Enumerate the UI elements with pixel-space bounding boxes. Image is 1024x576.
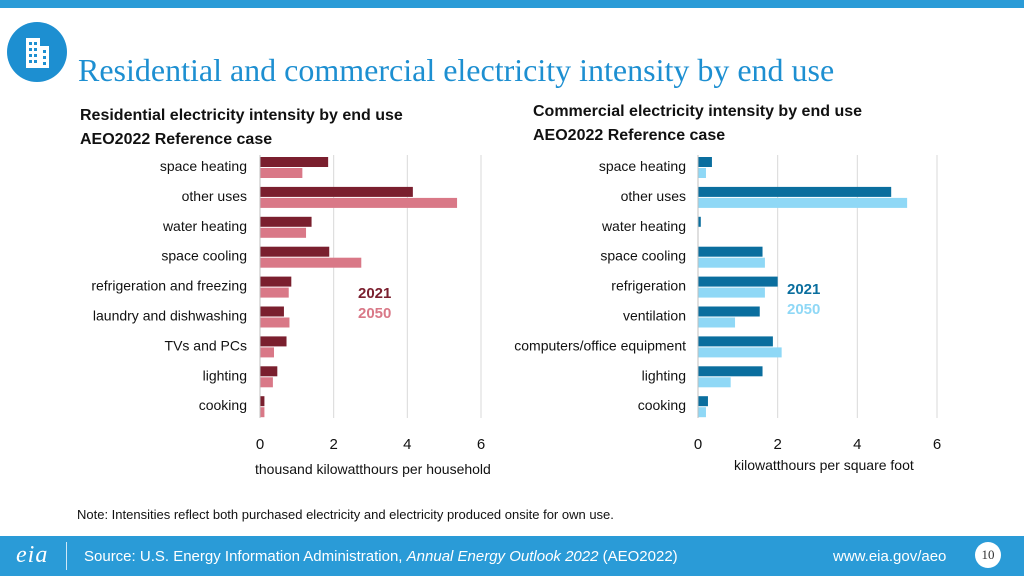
residential-legend-2050: 2050 (358, 305, 391, 322)
commercial-chart-title: Commercial electricity intensity by end … (533, 103, 863, 120)
commercial-bar-2050-4 (698, 287, 765, 298)
residential-chart-title: Residential electricity intensity by end… (80, 107, 403, 124)
commercial-bar-2021-0 (698, 157, 712, 167)
commercial-chart-subtitle: AEO2022 Reference case (533, 127, 726, 144)
residential-chart-subtitle: AEO2022 Reference case (80, 131, 273, 148)
commercial-bar-2021-8 (698, 396, 708, 407)
residential-bar-2021-3 (260, 246, 330, 257)
residential-x-axis-label: thousand kilowatthours per household (255, 461, 491, 477)
commercial-bar-2050-5 (698, 317, 736, 328)
commercial-legend-2021: 2021 (787, 281, 820, 298)
residential-category-label: water heating (162, 218, 247, 234)
commercial-bar-2050-0 (698, 168, 706, 178)
page-title: Residential and commercial electricity i… (78, 52, 835, 88)
commercial-bar-2021-5 (698, 306, 760, 317)
website-link[interactable]: www.eia.gov/aeo (833, 548, 947, 565)
commercial-bar-2050-7 (698, 377, 731, 388)
commercial-bar-2021-7 (698, 366, 763, 377)
footer-divider (66, 542, 67, 570)
residential-legend-2021: 2021 (358, 285, 391, 302)
residential-x-tick-label: 4 (403, 436, 411, 453)
residential-category-label: refrigeration and freezing (91, 278, 247, 294)
top-accent-bar (0, 0, 1024, 8)
residential-bar-2050-1 (260, 197, 458, 208)
commercial-x-tick-label: 2 (773, 436, 781, 453)
page-number: 10 (975, 542, 1001, 568)
commercial-category-label: water heating (601, 218, 686, 234)
residential-bar-2050-2 (260, 227, 307, 238)
commercial-chart: 0 2 4 6 space heating other uses water heating… (514, 155, 941, 473)
source-text: Source: U.S. Energy Information Administ… (84, 548, 678, 565)
commercial-category-label: space cooling (600, 248, 686, 264)
residential-chart: 0 2 4 6 space heating other uses water heating… (91, 155, 491, 477)
residential-category-label: cooking (199, 397, 247, 413)
charts-canvas: 0 2 4 6 space heating other uses water heating… (91, 155, 941, 477)
commercial-x-tick-label: 4 (853, 436, 861, 453)
footer: eia Source: U.S. Energy Information Admi… (0, 536, 1024, 576)
commercial-bar-2021-4 (698, 276, 778, 287)
residential-bar-2021-4 (260, 276, 292, 287)
commercial-bar-2050-1 (698, 197, 908, 208)
commercial-category-label: computers/office equipment (514, 337, 686, 353)
residential-category-label: lighting (203, 367, 247, 383)
commercial-category-label: refrigeration (611, 278, 686, 294)
residential-bar-2050-8 (260, 407, 265, 418)
residential-category-label: space heating (160, 158, 247, 174)
residential-bar-2021-2 (260, 216, 312, 227)
commercial-bar-2021-3 (698, 246, 763, 257)
residential-category-label: laundry and dishwashing (93, 308, 247, 324)
residential-category-label: other uses (182, 188, 247, 204)
source-prefix: Source: U.S. Energy Information Administ… (84, 548, 407, 565)
commercial-x-tick-label: 6 (933, 436, 941, 453)
residential-bar-2021-7 (260, 366, 278, 377)
residential-bar-2050-7 (260, 377, 273, 388)
residential-category-label: TVs and PCs (165, 337, 247, 353)
eia-logo: eia (16, 542, 49, 568)
source-publication: Annual Energy Outlook 2022 (406, 548, 599, 565)
residential-bar-2021-1 (260, 186, 413, 197)
commercial-bar-2050-6 (698, 347, 782, 358)
commercial-bar-2021-1 (698, 186, 892, 197)
residential-x-tick-label: 2 (329, 436, 337, 453)
residential-category-label: space cooling (161, 248, 247, 264)
residential-bar-2050-4 (260, 287, 289, 298)
residential-bar-2021-5 (260, 306, 284, 317)
commercial-category-label: ventilation (623, 308, 686, 324)
residential-bar-2021-6 (260, 336, 287, 347)
commercial-bar-2021-2 (698, 216, 701, 227)
residential-bar-2050-6 (260, 347, 274, 358)
residential-x-tick-label: 6 (477, 436, 485, 453)
residential-bar-2050-0 (260, 168, 303, 178)
commercial-x-axis-label: kilowatthours per square foot (734, 457, 914, 473)
commercial-category-label: cooking (638, 397, 686, 413)
commercial-category-label: other uses (621, 188, 686, 204)
commercial-x-tick-label: 0 (694, 436, 702, 453)
residential-x-tick-label: 0 (256, 436, 264, 453)
residential-bar-2021-8 (260, 396, 265, 407)
residential-bar-2050-5 (260, 317, 290, 328)
residential-bar-2050-3 (260, 257, 362, 268)
building-icon (7, 22, 67, 82)
commercial-bar-2021-6 (698, 336, 773, 347)
commercial-category-label: space heating (599, 158, 686, 174)
source-suffix: (AEO2022) (598, 548, 678, 565)
footnote: Note: Intensities reflect both purchased… (77, 507, 614, 522)
commercial-legend-2050: 2050 (787, 301, 820, 318)
commercial-category-label: lighting (642, 367, 686, 383)
residential-bar-2021-0 (260, 157, 329, 167)
commercial-bar-2050-3 (698, 257, 765, 268)
commercial-bar-2050-8 (698, 407, 706, 418)
